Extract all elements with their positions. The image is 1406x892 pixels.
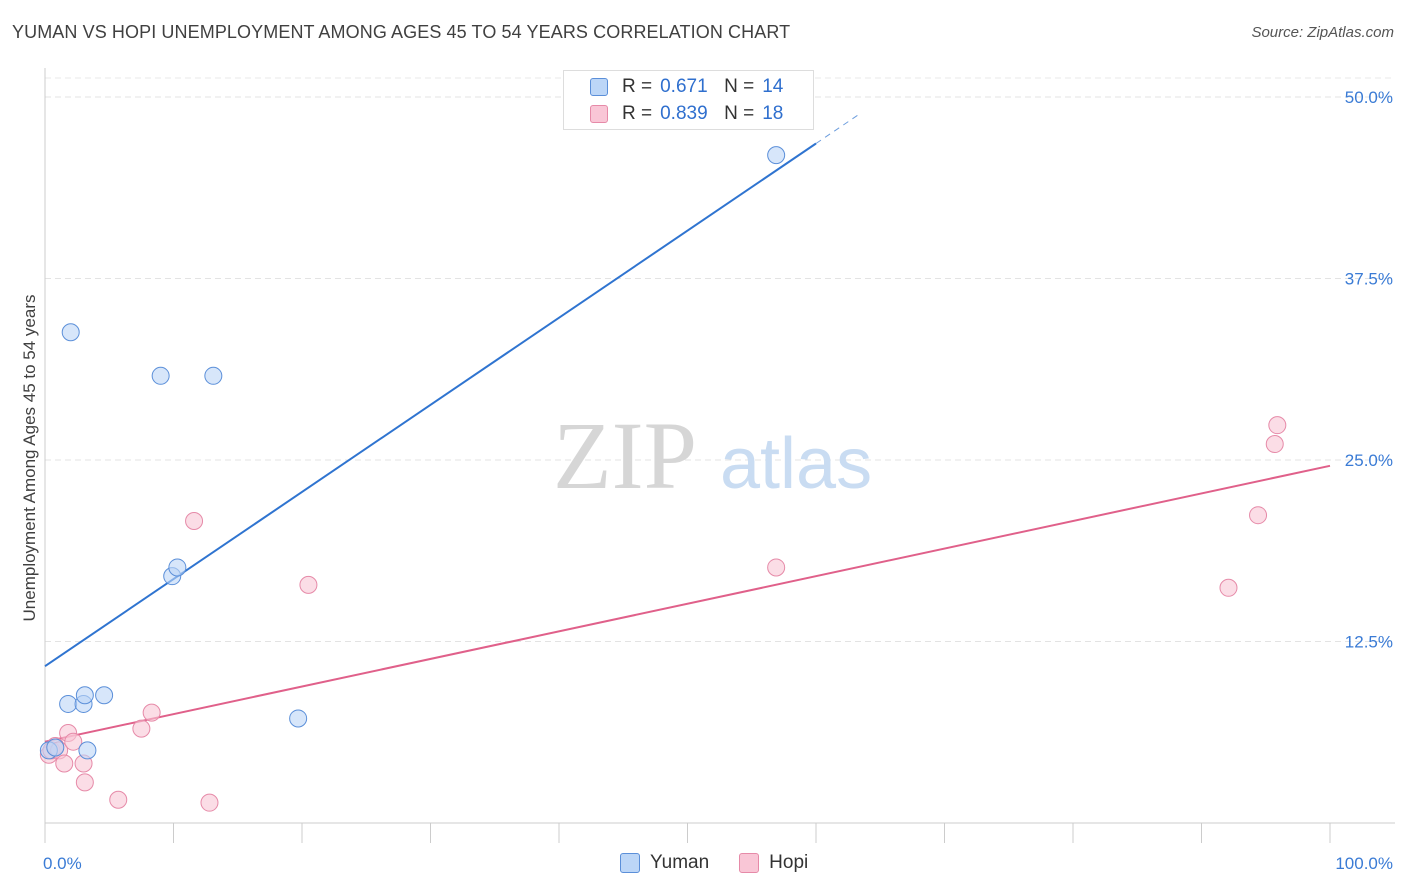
series-legend: Yuman Hopi (620, 852, 838, 874)
legend-item-hopi: Hopi (739, 852, 808, 874)
point-hopi (1249, 506, 1268, 525)
tick-labels: 12.5% 25.0% 37.5% 50.0% 0.0% 100.0% (43, 88, 1393, 873)
point-yuman (204, 366, 223, 385)
point-hopi (299, 575, 318, 594)
hopi-legend-swatch (739, 853, 760, 873)
y-tick-label: 37.5% (1345, 270, 1393, 289)
legend-item-yuman: Yuman (620, 852, 709, 874)
trendline-extension (815, 112, 862, 144)
legend-label-yuman: Yuman (650, 852, 710, 873)
point-yuman (289, 709, 308, 728)
watermark-zip: ZIP (553, 402, 697, 509)
y-tick-label: 25.0% (1345, 451, 1393, 470)
legend-r-value: 0.839 (660, 103, 708, 124)
point-hopi (75, 773, 94, 792)
legend-r-value: 0.671 (660, 76, 708, 97)
hopi-swatch (590, 105, 608, 123)
point-hopi (64, 732, 83, 751)
point-yuman (767, 146, 786, 165)
point-hopi (142, 703, 161, 722)
trendline-hopi (44, 464, 1331, 743)
watermark: ZIP atlas (553, 402, 872, 509)
point-yuman (59, 694, 78, 713)
legend-n-value: 14 (762, 76, 784, 97)
point-hopi (1265, 435, 1284, 454)
chart-source: Source: ZipAtlas.com (1251, 24, 1394, 41)
legend-n-label: N = (724, 76, 755, 97)
point-hopi (55, 754, 74, 773)
stats-legend: R = 0.671 N = 14 R = 0.839 N = 18 (563, 70, 814, 130)
point-yuman (168, 558, 187, 577)
legend-label-hopi: Hopi (769, 852, 809, 873)
point-hopi (1268, 416, 1287, 435)
y-tick-label: 12.5% (1345, 633, 1393, 652)
x-tick-label: 0.0% (43, 854, 82, 873)
x-tick-label: 100.0% (1335, 854, 1393, 873)
point-yuman (151, 366, 170, 385)
watermark-atlas: atlas (720, 424, 872, 504)
legend-n-label: N = (724, 103, 755, 124)
y-tick-label: 50.0% (1345, 88, 1393, 107)
point-hopi (132, 719, 151, 738)
point-hopi (767, 558, 786, 577)
legend-row-yuman: R = 0.671 N = 14 (590, 75, 783, 99)
legend-row-hopi: R = 0.839 N = 18 (590, 102, 783, 126)
point-yuman (78, 741, 97, 760)
point-yuman (95, 686, 114, 705)
point-hopi (1219, 578, 1238, 597)
yuman-legend-swatch (620, 853, 640, 873)
point-yuman (61, 323, 80, 342)
point-yuman (75, 686, 94, 705)
legend-r-label: R = (622, 103, 653, 124)
point-hopi (109, 790, 128, 809)
point-hopi (200, 793, 219, 812)
axes (44, 68, 1395, 843)
legend-n-value: 18 (762, 103, 784, 124)
grid (45, 77, 1395, 643)
points (39, 146, 1287, 812)
yuman-swatch (590, 78, 608, 96)
point-hopi (185, 512, 204, 530)
chart-title: YUMAN VS HOPI UNEMPLOYMENT AMONG AGES 45… (12, 22, 791, 42)
legend-r-label: R = (622, 76, 653, 97)
trendline-yuman (44, 142, 817, 668)
point-yuman (46, 738, 65, 757)
